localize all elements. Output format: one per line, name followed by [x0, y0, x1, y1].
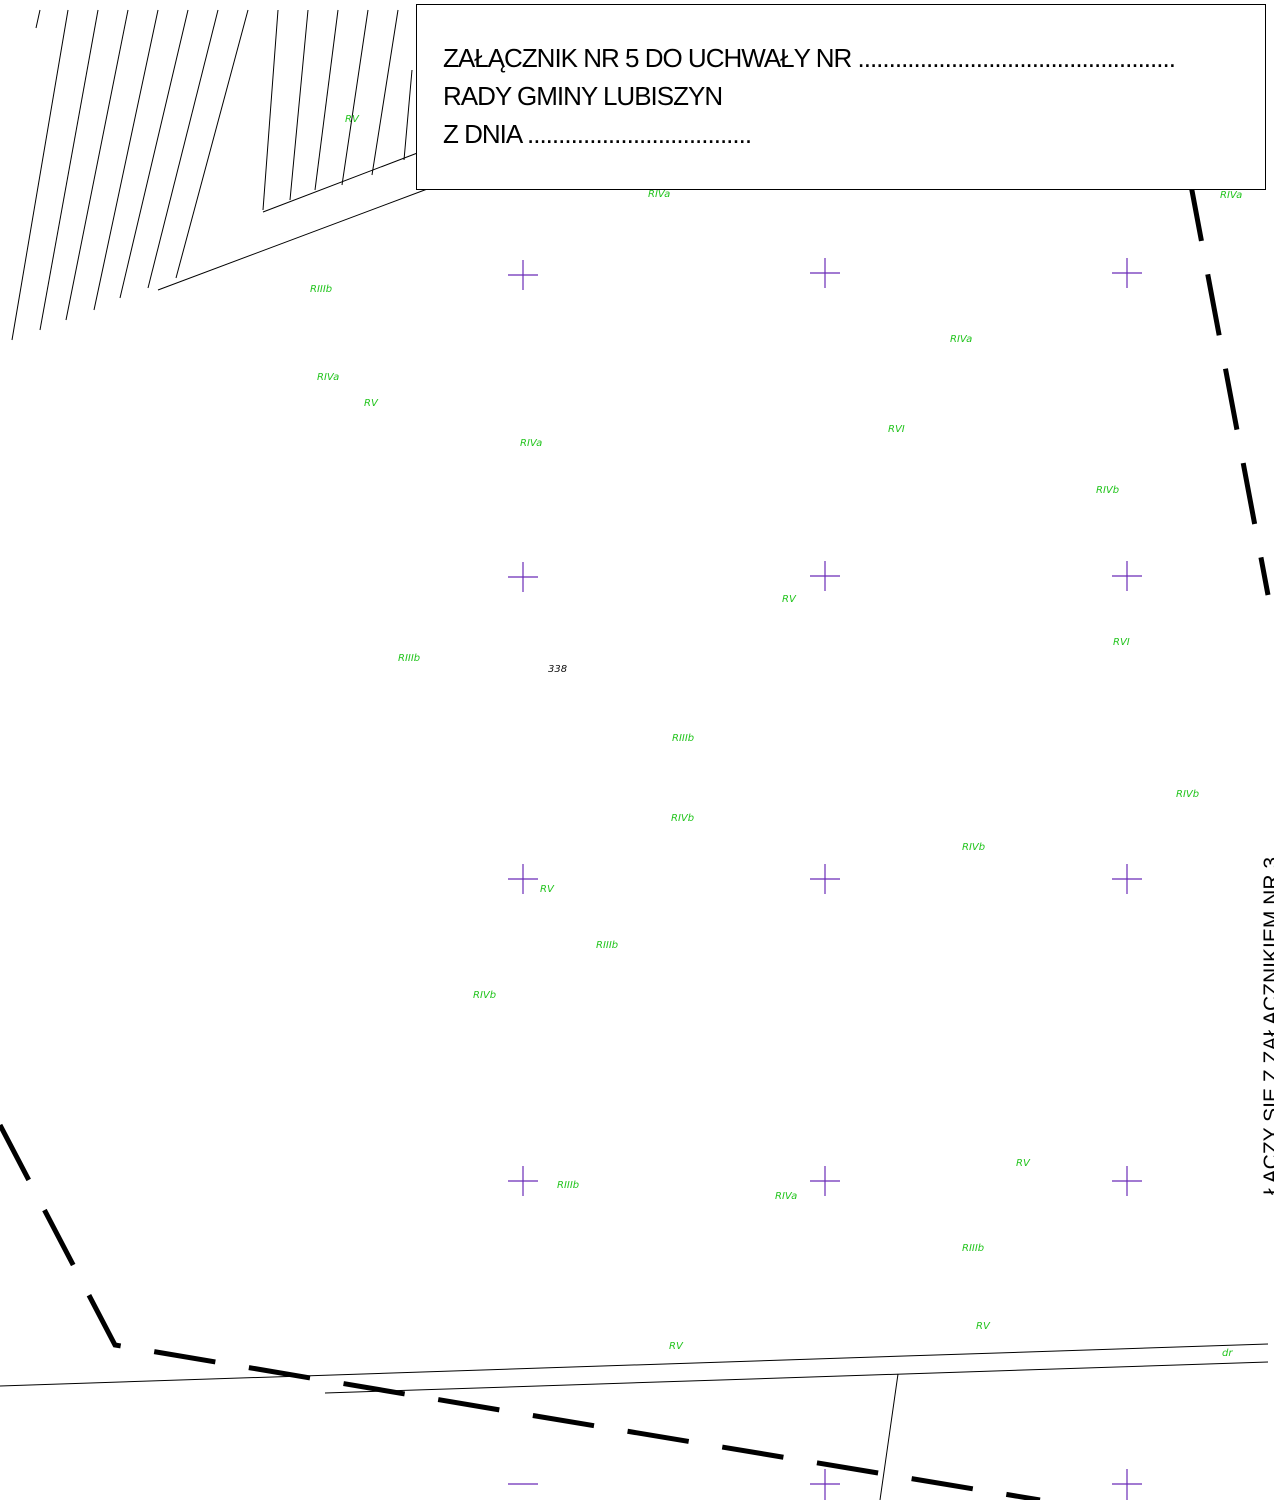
title-line-1: ZAŁĄCZNIK NR 5 DO UCHWAŁY NR ...........… [443, 43, 1176, 73]
soil-label: RIIIb [962, 1243, 984, 1254]
soil-label: RV [782, 594, 797, 605]
soil-label: RIVb [1176, 789, 1199, 800]
grid-cross [1112, 1166, 1142, 1196]
grid-cross [508, 260, 538, 290]
soil-label: RV [345, 114, 360, 125]
soil-label: dr [1222, 1348, 1233, 1359]
soil-labels: RV RIVa RIVa RIIIb RIVa RIVa RV RIVa RVI… [310, 114, 1242, 1359]
plan-boundary [0, 179, 1271, 1500]
soil-label: RV [1016, 1158, 1031, 1169]
soil-label: RIVa [1220, 190, 1242, 201]
soil-label: RIIIb [596, 940, 618, 951]
soil-label: RIVa [317, 372, 339, 383]
soil-label: RIVb [962, 842, 985, 853]
grid-cross [1112, 864, 1142, 894]
title-line-2: RADY GMINY LUBISZYN [443, 81, 723, 111]
soil-label: RIVa [520, 438, 542, 449]
soil-label: RVI [1113, 637, 1130, 648]
soil-label: RV [976, 1321, 991, 1332]
soil-label: RIVa [950, 334, 972, 345]
soil-label: RIVb [671, 813, 694, 824]
soil-label: RV [540, 884, 555, 895]
grid-cross [810, 258, 840, 288]
grid-cross [508, 562, 538, 592]
soil-label: RIIIb [672, 733, 694, 744]
grid-cross [810, 561, 840, 591]
parcel-lines [0, 1343, 1269, 1500]
parcel-number: 338 [548, 664, 567, 675]
soil-label: RIIIb [398, 653, 420, 664]
title-line-3: Z DNIA .................................… [443, 119, 752, 149]
soil-label: RVI [888, 424, 905, 435]
soil-label: RV [364, 398, 379, 409]
grid-cross [810, 1166, 840, 1196]
grid-cross [1112, 561, 1142, 591]
hatched-area [11, 9, 431, 341]
soil-label: RIVb [473, 990, 496, 1001]
soil-label: RIIIb [310, 284, 332, 295]
soil-label: RIVb [1096, 485, 1119, 496]
grid-cross [508, 864, 538, 894]
grid-cross [508, 1166, 538, 1196]
grid-cross [1112, 258, 1142, 288]
soil-label: RIVa [648, 189, 670, 200]
title-box: ZAŁĄCZNIK NR 5 DO UCHWAŁY NR ...........… [416, 4, 1266, 190]
grid-cross [810, 864, 840, 894]
side-note: ŁĄCZY SIĘ Z ZAŁĄCZNIKIEM NR 3 [1260, 857, 1274, 1195]
grid-cross [810, 1469, 840, 1500]
soil-label: RV [669, 1341, 684, 1352]
grid-crosses [508, 258, 1142, 1500]
grid-cross [1112, 1469, 1142, 1500]
soil-label: RIIIb [557, 1180, 579, 1191]
soil-label: RIVa [775, 1191, 797, 1202]
